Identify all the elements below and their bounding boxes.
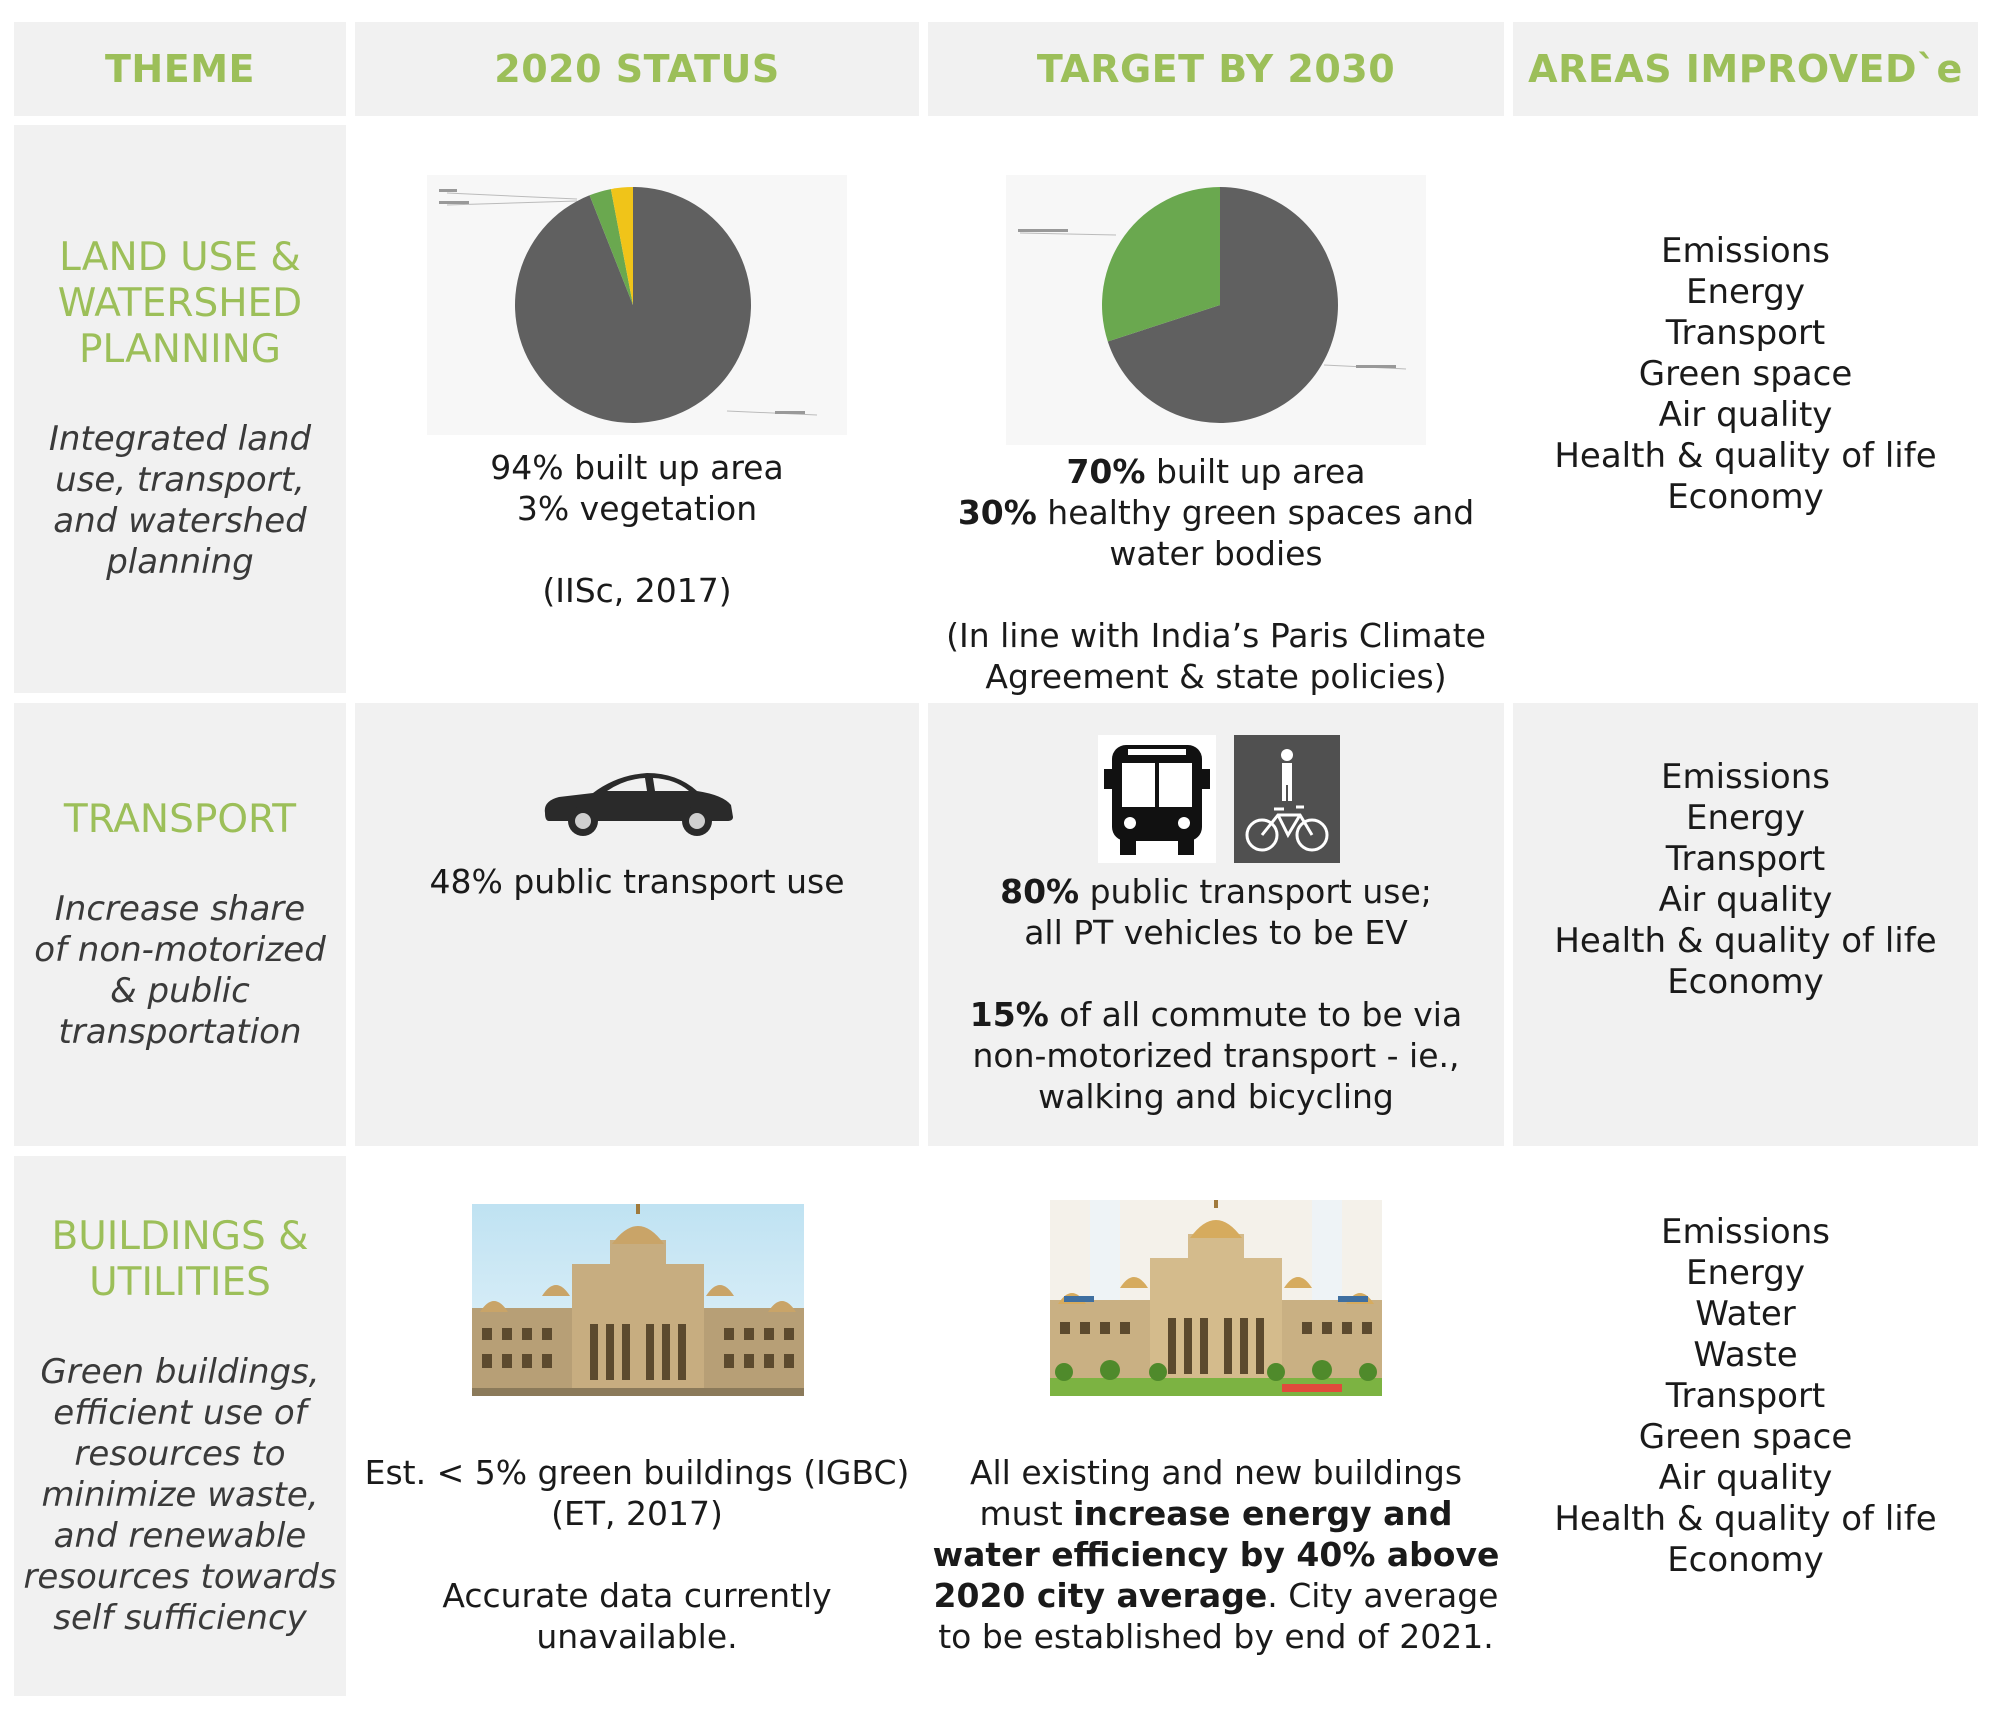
area-item: Energy <box>1685 271 1806 312</box>
target-efficiency-1: All existing and new buildings <box>969 1453 1463 1492</box>
area-item: Transport <box>1665 1375 1826 1416</box>
area-item: Green space <box>1638 353 1853 394</box>
status-source: (ET, 2017) <box>551 1494 723 1533</box>
theme-transport: TRANSPORT Increase share of non-motorize… <box>14 703 346 1146</box>
target-buildings: All existing and new buildings must incr… <box>928 1156 1504 1696</box>
areas-transport: Emissions Energy Transport Air quality H… <box>1513 703 1978 1146</box>
area-item: Waste <box>1693 1334 1798 1375</box>
target-paris-note: (In line with India’s Paris Climate <box>946 616 1486 655</box>
status-data-note: Accurate data currently <box>442 1576 832 1615</box>
theme-description: Integrated land use, transport, and wate… <box>48 419 312 582</box>
area-item: Energy <box>1685 1252 1806 1293</box>
area-item: Transport <box>1665 838 1826 879</box>
area-item: Energy <box>1685 797 1806 838</box>
theme-description: Increase share of non-motorized & public… <box>34 888 326 1052</box>
theme-title: TRANSPORT <box>63 796 297 842</box>
header-target-2030: TARGET BY 2030 <box>928 22 1504 116</box>
pie-slice <box>610 187 633 305</box>
area-item: Air quality <box>1658 1457 1833 1498</box>
header-areas-improved: AREAS IMPROVED`e <box>1513 22 1978 116</box>
status-source: (IISc, 2017) <box>542 571 732 610</box>
status-built-up: 94% built up area <box>490 448 784 487</box>
areas-buildings: Emissions Energy Water Waste Transport G… <box>1513 1156 1978 1696</box>
theme-buildings: BUILDINGS & UTILITIES Green buildings, e… <box>14 1156 346 1696</box>
status-land-use: 94% built up area 3% vegetation (IISc, 2… <box>355 125 919 693</box>
theme-title: BUILDINGS & UTILITIES <box>51 1213 309 1305</box>
area-item: Emissions <box>1661 1211 1830 1252</box>
status-green-buildings: Est. < 5% green buildings (IGBC) <box>364 1453 910 1492</box>
area-item: Health & quality of life <box>1554 920 1937 961</box>
status-buildings: Est. < 5% green buildings (IGBC) (ET, 20… <box>355 1156 919 1696</box>
bicycle-tile <box>1234 735 1340 863</box>
theme-land-use: LAND USE & WATERSHED PLANNING Integrated… <box>14 125 346 693</box>
area-item: Economy <box>1667 476 1824 517</box>
target-efficiency-3: water efficiency by 40% above <box>932 1535 1500 1574</box>
header-2020-status: 2020 STATUS <box>355 22 919 116</box>
car-icon <box>544 773 733 836</box>
pie-slice <box>1102 187 1220 342</box>
pie-chart-2030 <box>1006 175 1426 445</box>
target-land-use: 70% built up area 30% healthy green spac… <box>928 125 1504 696</box>
target-ev: all PT vehicles to be EV <box>1024 913 1408 952</box>
pie-chart-2020 <box>427 175 847 435</box>
area-item: Water <box>1695 1293 1796 1334</box>
pedestrian-bicycle-icon <box>1245 749 1329 852</box>
target-nmt-2: non-motorized transport - ie., <box>972 1036 1460 1075</box>
target-water-bodies: water bodies <box>1109 534 1323 573</box>
target-green-spaces: 30% healthy green spaces and <box>957 493 1475 532</box>
target-built-up: 70% built up area <box>1066 452 1366 491</box>
target-efficiency-5: to be established by end of 2021. <box>938 1617 1494 1656</box>
target-nmt: 15% of all commute to be via <box>969 995 1463 1034</box>
theme-description: Green buildings, efficient use of resour… <box>23 1351 337 1638</box>
target-paris-note-2: Agreement & state policies) <box>985 657 1447 696</box>
area-item: Health & quality of life <box>1554 1498 1937 1539</box>
areas-land-use: Emissions Energy Transport Green space A… <box>1513 125 1978 693</box>
status-public-transport: 48% public transport use <box>429 862 845 901</box>
area-item: Health & quality of life <box>1554 435 1937 476</box>
area-item: Emissions <box>1661 230 1830 271</box>
pie-slice <box>589 189 633 305</box>
target-nmt-3: walking and bicycling <box>1038 1077 1394 1116</box>
area-item: Emissions <box>1661 756 1830 797</box>
status-vegetation: 3% vegetation <box>516 489 758 528</box>
bus-icon <box>1104 745 1210 855</box>
target-transport: 80% public transport use; all PT vehicle… <box>928 703 1504 1146</box>
target-public-transport: 80% public transport use; <box>1000 872 1432 911</box>
area-item: Green space <box>1638 1416 1853 1457</box>
target-efficiency-4: 2020 city average. City average <box>933 1576 1499 1615</box>
target-efficiency-2: must increase energy and <box>979 1494 1453 1533</box>
pie-slice <box>1107 187 1338 423</box>
area-item: Air quality <box>1658 394 1833 435</box>
status-data-note-2: unavailable. <box>536 1617 738 1656</box>
vidhana-soudha-green-image <box>1050 1200 1382 1396</box>
status-transport: 48% public transport use <box>355 703 919 1146</box>
area-item: Economy <box>1667 1539 1824 1580</box>
area-item: Air quality <box>1658 879 1833 920</box>
vidhana-soudha-image <box>472 1204 804 1396</box>
area-item: Transport <box>1665 312 1826 353</box>
theme-title: LAND USE & WATERSHED PLANNING <box>57 235 303 372</box>
bus-tile <box>1098 735 1216 863</box>
area-item: Economy <box>1667 961 1824 1002</box>
header-theme: THEME <box>14 22 346 116</box>
